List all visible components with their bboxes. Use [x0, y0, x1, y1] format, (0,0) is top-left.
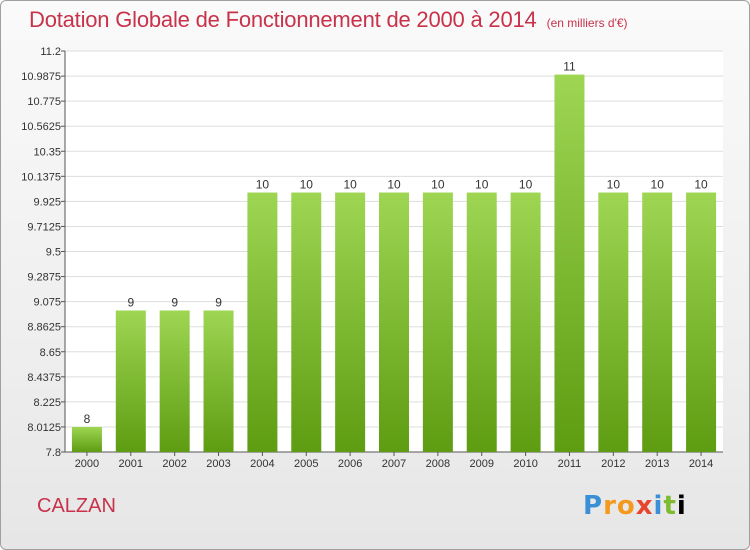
data-label: 10 [387, 178, 401, 192]
y-tick-label: 9.075 [33, 297, 61, 309]
x-tick-label: 2002 [162, 458, 186, 470]
data-label: 10 [607, 178, 621, 192]
bar [291, 192, 322, 452]
logo-letter: i [676, 491, 687, 521]
y-tick-label: 10.9875 [21, 71, 61, 83]
y-tick-label: 8.225 [33, 397, 61, 409]
logo-letter: t [663, 491, 677, 521]
data-label: 10 [651, 178, 665, 192]
y-tick-label: 10.35 [33, 146, 61, 158]
bar [686, 192, 717, 452]
y-tick-label: 9.5 [46, 247, 61, 259]
bar [598, 192, 629, 452]
y-tick-label: 9.925 [33, 196, 61, 208]
bar [379, 192, 409, 452]
proxiti-logo[interactable]: Proxiti [583, 491, 687, 521]
x-tick-label: 2013 [645, 458, 669, 470]
x-tick-label: 2014 [689, 458, 713, 470]
y-tick-label: 9.7125 [27, 221, 61, 233]
y-tick-label: 10.5625 [21, 121, 61, 133]
data-label: 10 [300, 178, 314, 192]
data-label: 10 [431, 178, 445, 192]
x-tick-label: 2012 [601, 458, 625, 470]
y-tick-label: 8.0125 [27, 422, 61, 434]
x-tick-label: 2005 [294, 458, 318, 470]
x-tick-label: 2001 [119, 458, 143, 470]
data-label: 8 [84, 412, 91, 426]
title-row: Dotation Globale de Fonctionnement de 20… [29, 7, 628, 33]
bar [554, 74, 585, 453]
y-tick-label: 7.8 [46, 447, 61, 459]
commune-name: CALZAN [37, 495, 116, 517]
bar [422, 192, 453, 452]
y-tick-label: 8.4375 [27, 372, 61, 384]
data-label: 10 [694, 178, 708, 192]
data-label: 10 [343, 178, 357, 192]
data-label: 11 [563, 60, 576, 74]
x-tick-label: 2010 [513, 458, 537, 470]
bar [159, 310, 190, 452]
data-label: 9 [215, 295, 222, 309]
logo-letter: o [616, 491, 636, 521]
bar [335, 192, 366, 452]
logo-letter: i [653, 491, 664, 521]
data-label: 10 [256, 178, 270, 192]
x-tick-label: 2008 [426, 458, 450, 470]
x-tick-label: 2004 [250, 458, 274, 470]
y-tick-label: 8.65 [40, 347, 61, 359]
x-tick-label: 2009 [469, 458, 493, 470]
bar [510, 192, 541, 452]
x-tick-label: 2000 [75, 458, 99, 470]
logo-letter: P [583, 491, 604, 521]
bar [71, 426, 102, 452]
data-label: 9 [127, 295, 134, 309]
bar [466, 192, 497, 452]
y-tick-label: 10.1375 [21, 171, 61, 183]
y-tick-label: 8.8625 [27, 322, 61, 334]
bar [247, 192, 278, 452]
x-tick-label: 2003 [206, 458, 230, 470]
data-label: 10 [475, 178, 489, 192]
bar [203, 310, 234, 452]
bar [115, 310, 146, 452]
chart-title: Dotation Globale de Fonctionnement de 20… [29, 7, 537, 32]
y-tick-label: 11.2 [40, 46, 61, 58]
x-tick-label: 2006 [338, 458, 362, 470]
bar [642, 192, 673, 452]
y-tick-label: 10.775 [27, 96, 61, 108]
chart-unit: (en milliers d'€) [546, 16, 628, 30]
y-tick-label: 9.2875 [27, 272, 61, 284]
data-label: 10 [519, 178, 533, 192]
x-tick-label: 2011 [558, 458, 582, 470]
x-tick-label: 2007 [382, 458, 406, 470]
logo-letter: r [603, 491, 617, 521]
logo-letter: x [635, 491, 654, 521]
data-label: 9 [171, 295, 178, 309]
